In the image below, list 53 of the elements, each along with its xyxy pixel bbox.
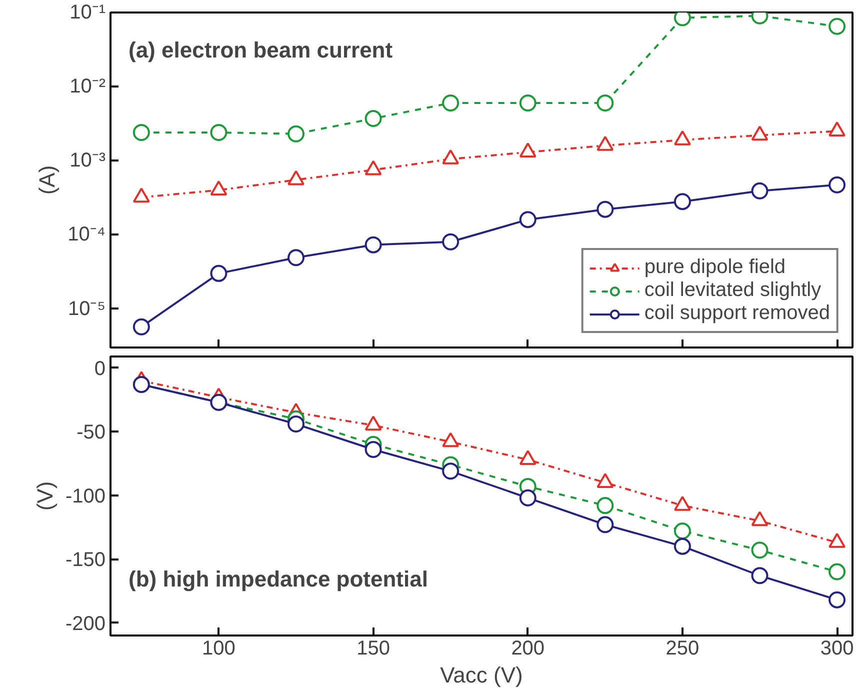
point (828, 563, 846, 580)
point (132, 124, 150, 141)
y-axis-title: (V) (32, 481, 58, 511)
y-tick-label: 10⁻¹ (70, 2, 106, 24)
point (596, 94, 614, 112)
text: (b) high impedance potential (128, 566, 428, 592)
point (519, 489, 536, 506)
point (519, 211, 536, 228)
y-axis-title: (A) (34, 165, 60, 195)
point (828, 176, 846, 194)
point (132, 318, 150, 336)
y-tick-label: -200 (65, 612, 106, 635)
x-tick-label: 150 (356, 638, 390, 660)
point (364, 236, 382, 254)
y-tick-label: -50 (76, 422, 106, 444)
point (674, 522, 691, 540)
legend-label: coil levitated slightly (644, 279, 822, 302)
y-tick-label: -150 (65, 549, 106, 572)
point (210, 124, 228, 141)
point (596, 200, 614, 218)
point (442, 462, 460, 480)
point (519, 94, 536, 112)
point (674, 538, 691, 555)
point (751, 542, 768, 559)
x-tick-label: 200 (511, 638, 545, 660)
text: (a) electron beam current (128, 38, 394, 62)
legend-label: coil support removed (644, 302, 830, 325)
x-axis-title: Vacc (V) (440, 662, 523, 688)
point (828, 591, 846, 608)
point (364, 441, 382, 458)
point (288, 416, 304, 433)
point (288, 249, 304, 266)
point (364, 110, 382, 128)
y-tick-label: -100 (65, 485, 106, 508)
point (828, 18, 846, 35)
y-tick-label: 10⁻² (70, 76, 106, 98)
y-tick-label: 0 (94, 358, 106, 380)
y-tick-label: 10⁻³ (70, 150, 106, 172)
y-tick-label: 10⁻⁴ (68, 224, 106, 246)
point (674, 193, 691, 210)
point (596, 516, 614, 534)
point (210, 264, 228, 282)
point (596, 497, 614, 514)
point (442, 233, 460, 250)
y-tick-label: 10⁻⁵ (68, 298, 106, 320)
point (751, 182, 768, 200)
point (288, 125, 304, 142)
point (751, 567, 768, 584)
x-tick-label: 250 (666, 638, 700, 660)
point (442, 94, 460, 112)
legend-label: pure dipole field (644, 256, 786, 279)
x-tick-label: 300 (820, 638, 854, 660)
x-tick-label: 100 (202, 638, 236, 660)
